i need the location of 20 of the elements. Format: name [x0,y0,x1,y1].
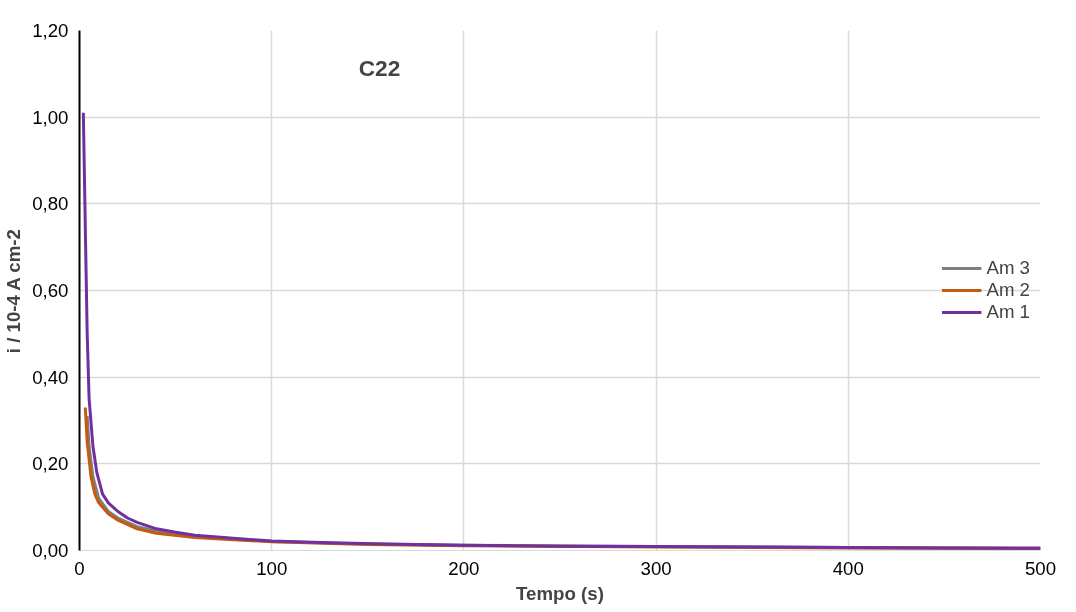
y-tick-label: 1,00 [32,106,69,128]
x-tick-label: 400 [832,557,864,579]
x-axis-title: Tempo (s) [516,582,604,604]
y-tick-label: 0,40 [32,366,69,388]
legend-label: Am 3 [986,257,1030,279]
legend-label: Am 1 [986,301,1030,323]
x-tick-label: 200 [448,557,480,579]
y-tick-label: 0,60 [32,280,69,301]
x-tick-label: 500 [1024,557,1057,579]
y-tick-label: 0,20 [32,453,69,475]
y-tick-label: 1,20 [32,20,69,41]
y-tick-label: 0,80 [32,193,69,215]
y-axis-title: i / 10-4 A cm-2 [3,229,25,354]
x-tick-label: 300 [640,557,672,579]
x-tick-label: 100 [256,557,288,579]
y-tick-label: 0,00 [32,540,69,561]
text: C22 [358,54,401,81]
legend-label: Am 2 [986,279,1030,301]
line-series [81,111,1041,550]
x-tick-label: 0 [74,557,85,579]
